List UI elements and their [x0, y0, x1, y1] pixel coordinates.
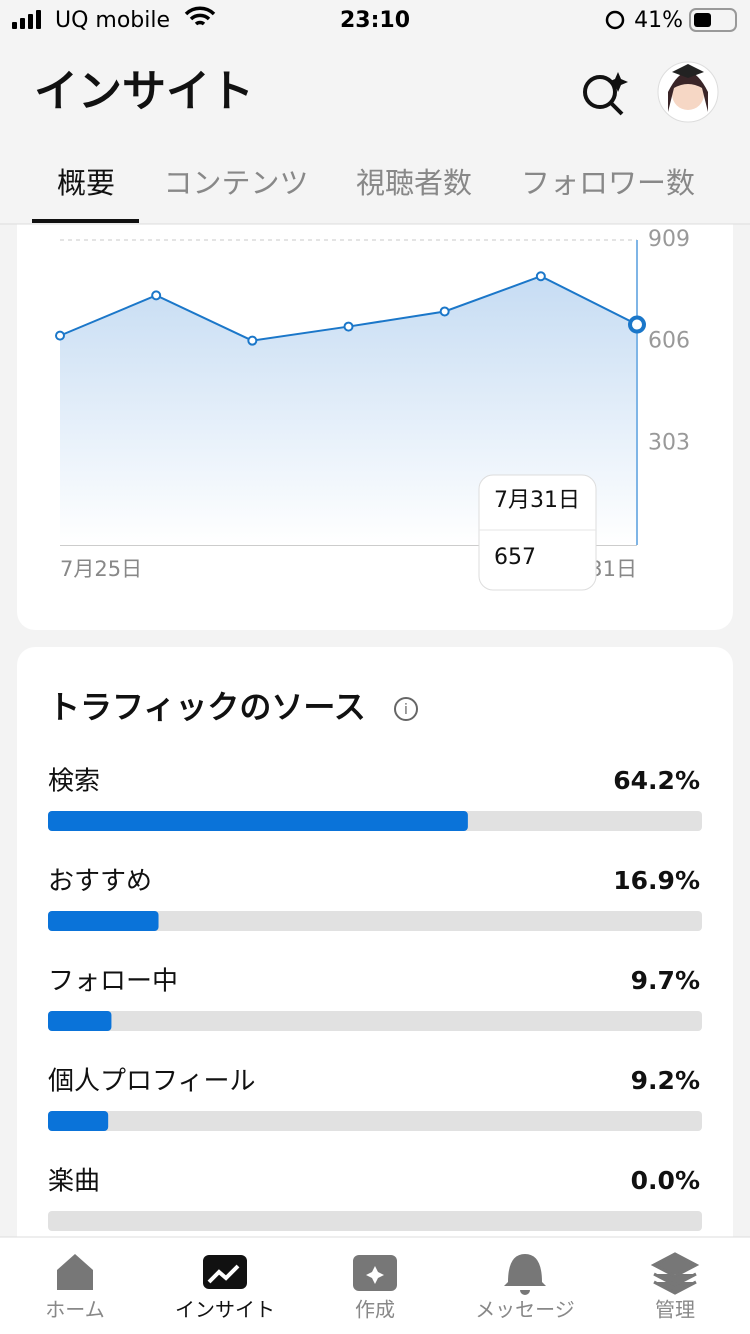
battery-text: 41%: [634, 8, 683, 33]
x-tick-label: 7月25日: [60, 557, 142, 581]
carrier: UQ mobile: [55, 8, 170, 33]
tab[interactable]: コンテンツ: [163, 166, 308, 200]
nav-label[interactable]: 作成: [355, 1298, 395, 1322]
value-label: 16.9%: [613, 866, 700, 895]
wifi-icon: [184, 6, 216, 26]
active-tab-indicator: [32, 219, 139, 223]
bottom-nav: ホーム インサイト 作成 メッセージ 管理: [0, 1236, 750, 1334]
bar: [48, 1011, 112, 1031]
category-label: フォロー中: [48, 967, 178, 997]
nav-label[interactable]: ホーム: [45, 1298, 104, 1322]
point[interactable]: [628, 315, 646, 334]
chart-card: 3036069097月25日7月31日7月31日657: [17, 200, 733, 630]
category-label: 個人プロフィール: [48, 1067, 255, 1097]
bar-track: [48, 1211, 702, 1231]
create-sparkle: [366, 1266, 384, 1284]
info-icon[interactable]: [394, 697, 418, 721]
tab[interactable]: フォロワー数: [521, 166, 695, 200]
manage-icon: [650, 1252, 700, 1295]
y-tick-label: 303: [648, 430, 690, 455]
y-tick-label: 909: [648, 227, 690, 252]
point: [247, 335, 258, 346]
category-label: 楽曲: [48, 1167, 100, 1197]
section-title: トラフィックのソース: [48, 688, 366, 726]
bar: [48, 911, 159, 931]
nav-label[interactable]: インサイト: [175, 1298, 275, 1322]
bar: [48, 811, 468, 831]
battery-level: [694, 13, 711, 27]
y-tick-label: 606: [648, 329, 690, 354]
lock-icon: [605, 10, 625, 30]
signal-icon: [12, 10, 41, 29]
search-handle: [609, 101, 624, 116]
bar-track: [48, 1111, 702, 1131]
avatar-cap: [672, 64, 704, 78]
clock: 23:10: [340, 8, 410, 33]
header-bg: [0, 0, 750, 224]
bar-track: [48, 1011, 702, 1031]
bar-track: [48, 911, 702, 931]
point: [535, 271, 546, 282]
point: [343, 321, 354, 332]
nav-label[interactable]: 管理: [655, 1298, 695, 1322]
message-icon: [504, 1254, 546, 1295]
sparkle: [608, 72, 628, 92]
point: [55, 330, 65, 341]
battery-icon: [689, 8, 737, 32]
avatar-hair: [668, 72, 708, 112]
page-title: インサイト: [34, 66, 254, 117]
top-bar: UQ mobile 23:10 41% インサイト 概要 コンテンツ 視聴者数 フォロ…: [0, 0, 750, 225]
home-icon: [57, 1254, 93, 1290]
insight-icon: [203, 1255, 247, 1289]
value-label: 9.7%: [631, 966, 700, 995]
value-label: 0.0%: [631, 1166, 700, 1195]
tooltip: [478, 474, 597, 591]
category-label: おすすめ: [48, 867, 152, 897]
insight-arrow: [207, 1264, 240, 1284]
tab[interactable]: 概要: [57, 166, 115, 200]
value-label: 64.2%: [613, 766, 700, 795]
nav-label[interactable]: メッセージ: [475, 1298, 575, 1322]
tabs: 概要 コンテンツ 視聴者数 フォロワー数: [57, 166, 695, 200]
tooltip-date: 7月31日: [494, 488, 580, 513]
info-icon-glyph: i: [404, 702, 408, 718]
tooltip-value: 657: [494, 545, 536, 570]
point: [151, 290, 162, 301]
point: [439, 306, 450, 317]
avatar-face: [672, 78, 704, 110]
search-icon[interactable]: [583, 75, 617, 109]
value-label: 9.2%: [631, 1066, 700, 1095]
category-label: 検索: [48, 767, 100, 797]
bar: [48, 1111, 109, 1131]
tab[interactable]: 視聴者数: [356, 166, 472, 200]
